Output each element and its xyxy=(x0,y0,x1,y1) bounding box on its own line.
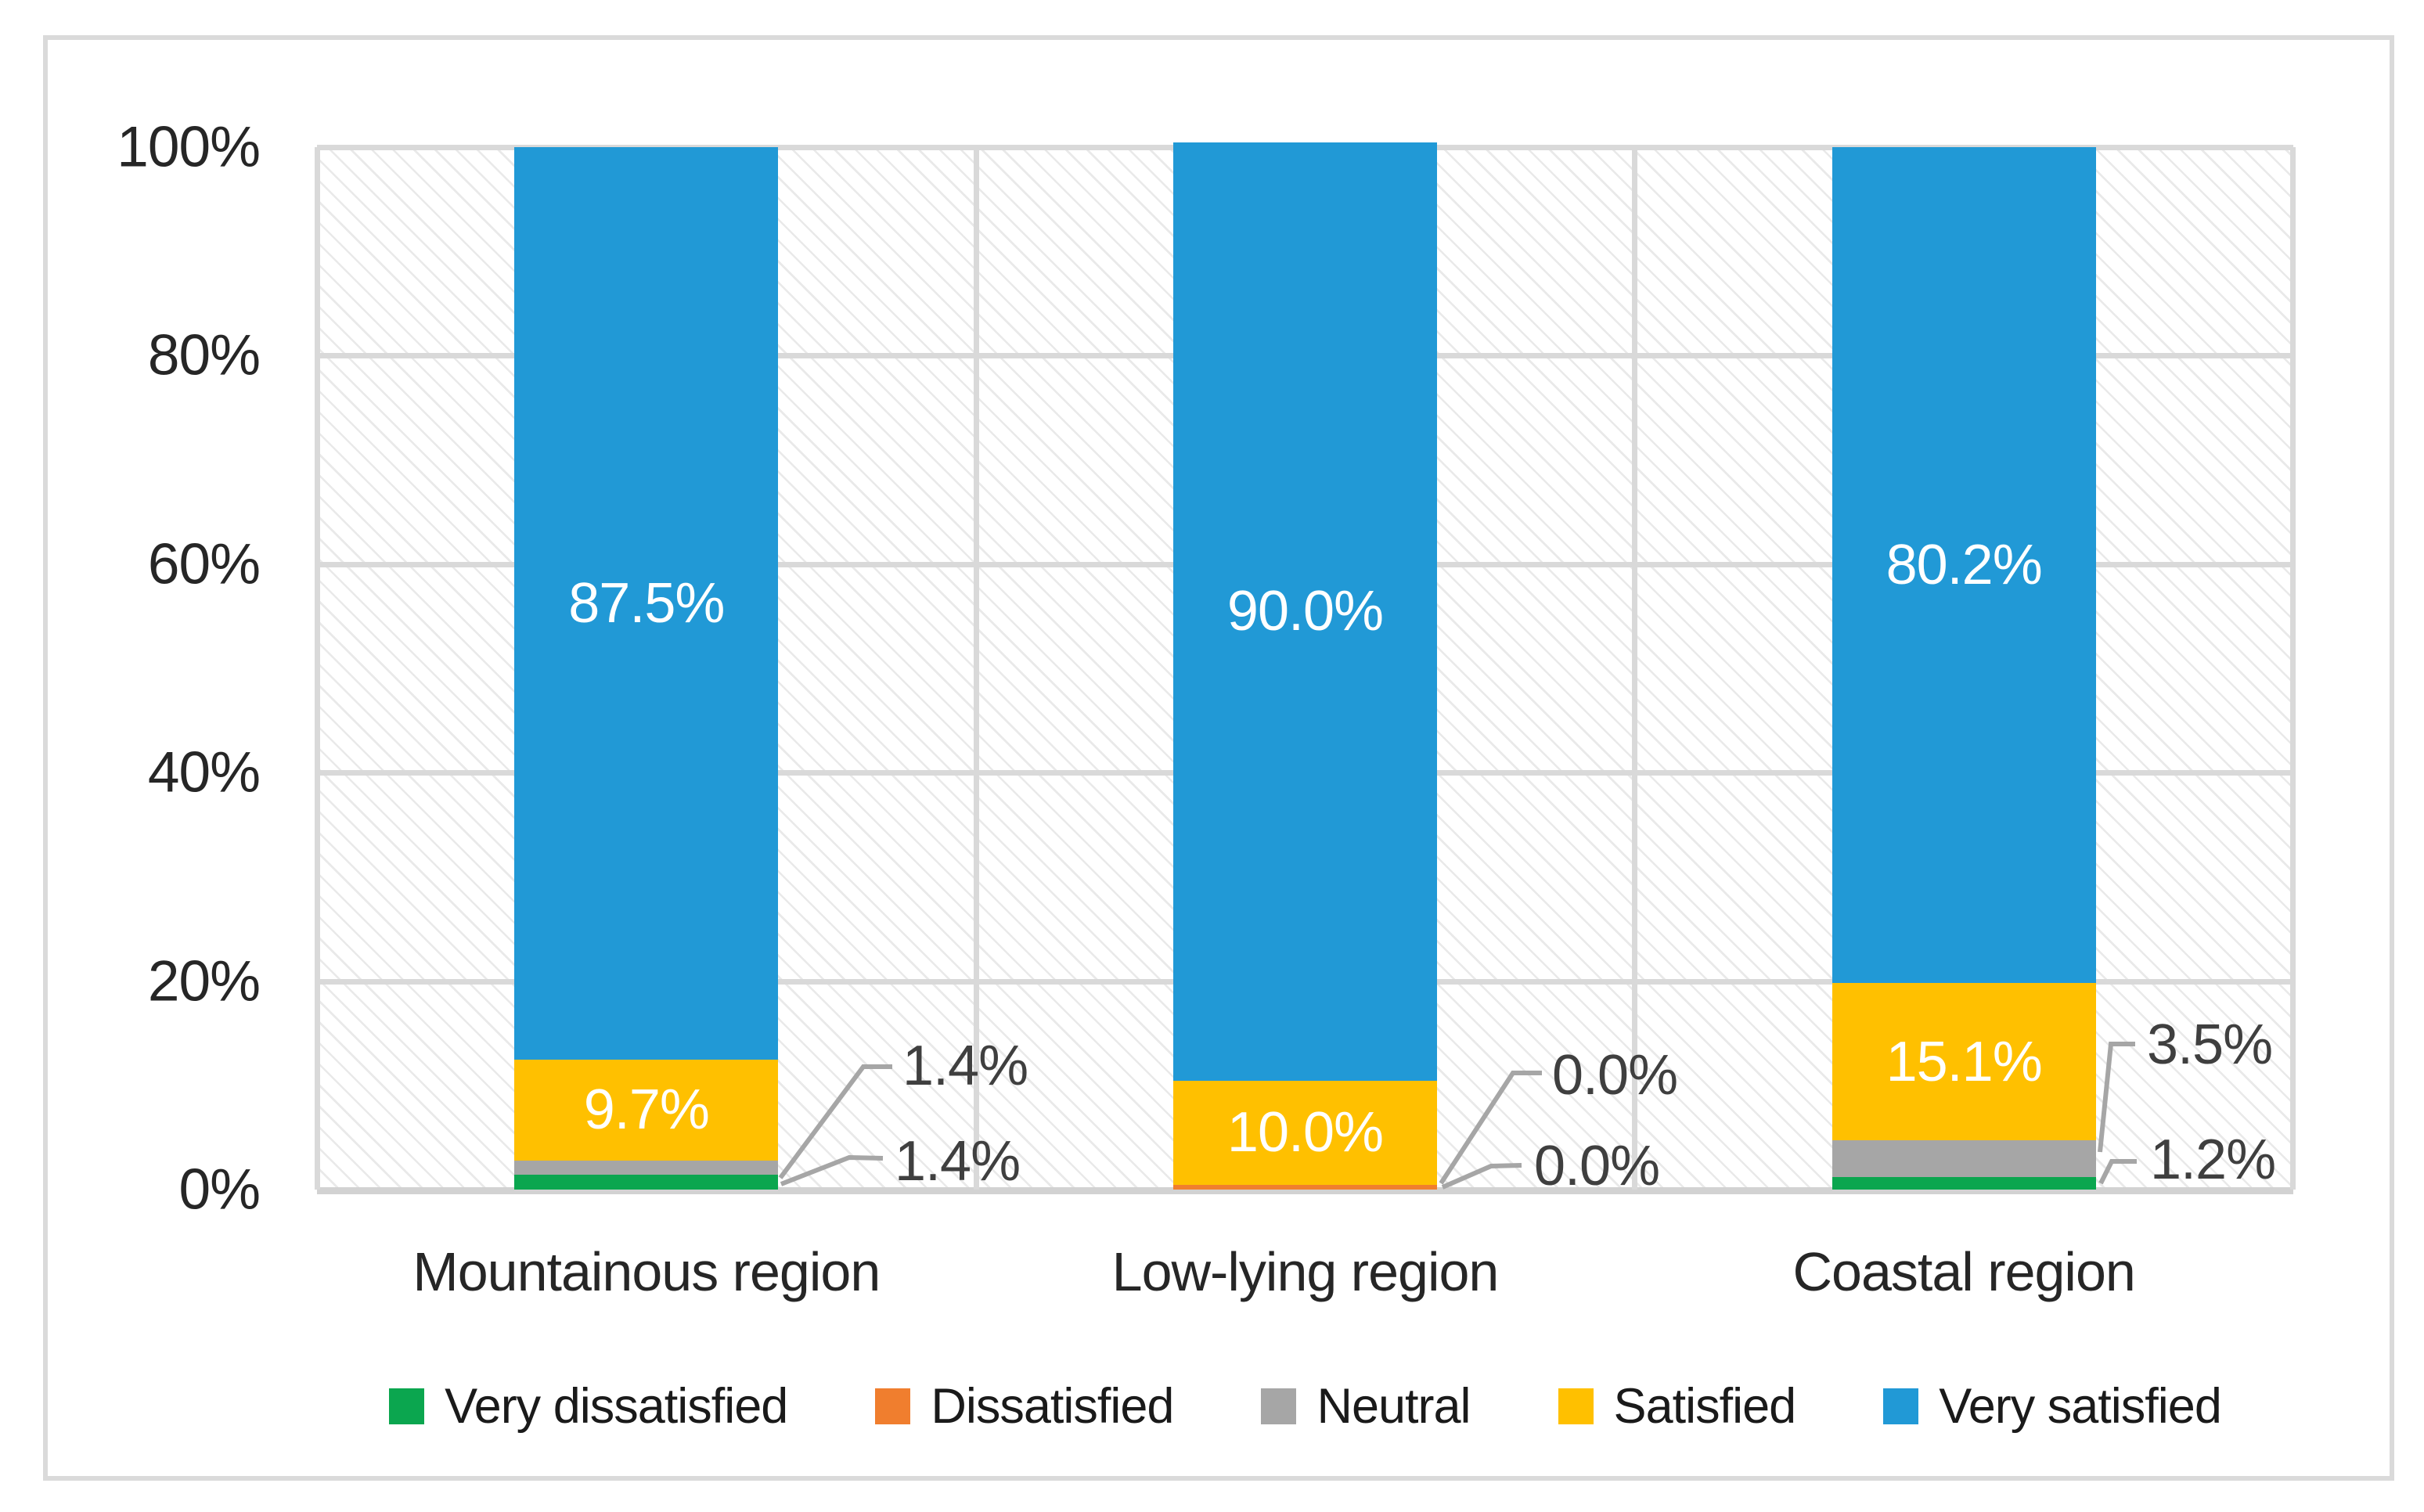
legend-item-very-dissatisfied: Very dissatisfied xyxy=(389,1378,788,1435)
legend: Very dissatisfied Dissatisfied Neutral Sati… xyxy=(317,1379,2293,1434)
legend-item-very-satisfied: Very satisfied xyxy=(1883,1378,2222,1435)
plot-border-vertical xyxy=(315,147,320,1190)
data-label: 90.0% xyxy=(1226,580,1384,643)
y-axis-tick: 80% xyxy=(147,323,261,387)
legend-item-satisfied: Satisfied xyxy=(1558,1378,1796,1435)
legend-swatch-icon xyxy=(1261,1388,1297,1424)
legend-label: Satisfied xyxy=(1613,1379,1797,1434)
x-axis-line xyxy=(317,1187,2293,1194)
legend-label: Neutral xyxy=(1316,1379,1471,1434)
callout-label: 0.0% xyxy=(1552,1044,1678,1107)
legend-swatch-icon xyxy=(389,1388,425,1424)
legend-swatch-icon xyxy=(1558,1388,1594,1424)
gridline-vertical xyxy=(1632,147,1638,1190)
legend-swatch-icon xyxy=(875,1388,911,1424)
bar-segment-satisfied: 10.0% xyxy=(1173,1080,1437,1185)
data-label: 80.2% xyxy=(1886,534,2043,597)
bar-segment-very-satisfied: 87.5% xyxy=(514,147,779,1060)
legend-swatch-icon xyxy=(1883,1388,1919,1424)
bar-segment-very-satisfied: 90.0% xyxy=(1173,142,1437,1081)
x-axis-label: Low-lying region xyxy=(1111,1241,1500,1302)
bar-segment-satisfied: 9.7% xyxy=(514,1059,779,1161)
bar-segment-neutral xyxy=(1832,1140,2096,1177)
data-label: 9.7% xyxy=(583,1078,710,1142)
bar-segment-very-dissatisfied xyxy=(514,1175,779,1190)
bar-segment-satisfied: 15.1% xyxy=(1832,983,2096,1141)
gridline-vertical xyxy=(973,147,979,1190)
data-label: 15.1% xyxy=(1886,1030,2043,1093)
legend-label: Very dissatisfied xyxy=(445,1379,788,1434)
plot-border-vertical xyxy=(2290,147,2296,1190)
bar-coastal-region: 15.1% 80.2% xyxy=(1832,147,2096,1190)
plot-area: 9.7% 87.5% 10.0% 90.0% 15.1% 80.2% xyxy=(315,142,2296,1194)
y-axis-tick: 100% xyxy=(117,115,261,179)
legend-item-neutral: Neutral xyxy=(1261,1378,1471,1435)
bar-segment-dissatisfied xyxy=(1173,1185,1437,1190)
callout-label: 0.0% xyxy=(1534,1135,1660,1197)
y-axis-tick: 40% xyxy=(147,740,261,805)
bar-segment-very-satisfied: 80.2% xyxy=(1832,147,2096,984)
callout-label: 1.2% xyxy=(2150,1129,2276,1191)
callout-label: 1.4% xyxy=(895,1130,1021,1193)
y-axis-tick: 0% xyxy=(178,1157,261,1222)
legend-label: Dissatisfied xyxy=(931,1379,1174,1434)
y-axis-tick: 60% xyxy=(147,532,261,596)
data-label: 10.0% xyxy=(1226,1101,1384,1165)
x-axis-label: Coastal region xyxy=(1792,1241,2135,1302)
x-axis-label: Mountainous region xyxy=(412,1241,881,1302)
callout-label: 3.5% xyxy=(2147,1013,2273,1076)
bar-mountainous-region: 9.7% 87.5% xyxy=(514,147,779,1190)
legend-item-dissatisfied: Dissatisfied xyxy=(875,1378,1174,1435)
bar-low-lying-region: 10.0% 90.0% xyxy=(1173,142,1437,1190)
data-label: 87.5% xyxy=(568,571,725,635)
legend-label: Very satisfied xyxy=(1939,1379,2222,1434)
bar-segment-neutral xyxy=(514,1160,779,1175)
y-axis-tick: 20% xyxy=(147,949,261,1013)
callout-label: 1.4% xyxy=(902,1035,1028,1097)
bar-segment-very-dissatisfied xyxy=(1832,1177,2096,1190)
